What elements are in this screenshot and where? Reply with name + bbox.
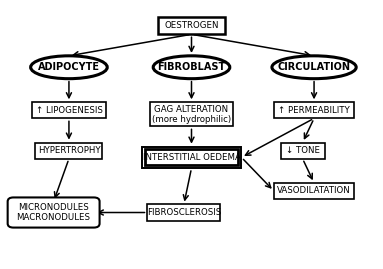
Text: VASODILATATION: VASODILATATION xyxy=(277,186,351,196)
Text: ↑ PERMEABILITY: ↑ PERMEABILITY xyxy=(278,106,350,115)
Text: MICRONODULES
MACRONODULES: MICRONODULES MACRONODULES xyxy=(16,203,91,222)
Text: HYPERTROPHY: HYPERTROPHY xyxy=(38,146,100,155)
FancyBboxPatch shape xyxy=(31,102,106,118)
Ellipse shape xyxy=(272,56,356,79)
Text: ↑ LIPOGENESIS: ↑ LIPOGENESIS xyxy=(36,106,102,115)
Text: INTERSTITIAL OEDEMA: INTERSTITIAL OEDEMA xyxy=(142,153,241,162)
Text: CIRCULATION: CIRCULATION xyxy=(278,62,350,72)
FancyBboxPatch shape xyxy=(280,143,325,159)
Text: FIBROSCLEROSIS: FIBROSCLEROSIS xyxy=(147,208,221,217)
FancyBboxPatch shape xyxy=(36,143,102,159)
Text: ↓ TONE: ↓ TONE xyxy=(286,146,319,155)
Text: GAG ALTERATION
(more hydrophilic): GAG ALTERATION (more hydrophilic) xyxy=(152,105,231,124)
Ellipse shape xyxy=(31,56,107,79)
Text: OESTROGEN: OESTROGEN xyxy=(164,21,219,30)
FancyBboxPatch shape xyxy=(147,204,220,221)
FancyBboxPatch shape xyxy=(151,102,233,126)
FancyBboxPatch shape xyxy=(158,17,225,34)
FancyBboxPatch shape xyxy=(274,183,354,199)
FancyBboxPatch shape xyxy=(274,102,354,118)
Ellipse shape xyxy=(153,56,230,79)
FancyBboxPatch shape xyxy=(145,149,238,165)
Text: ADIPOCYTE: ADIPOCYTE xyxy=(38,62,100,72)
Text: FIBROBLAST: FIBROBLAST xyxy=(157,62,226,72)
FancyBboxPatch shape xyxy=(8,197,100,228)
FancyBboxPatch shape xyxy=(142,147,242,168)
